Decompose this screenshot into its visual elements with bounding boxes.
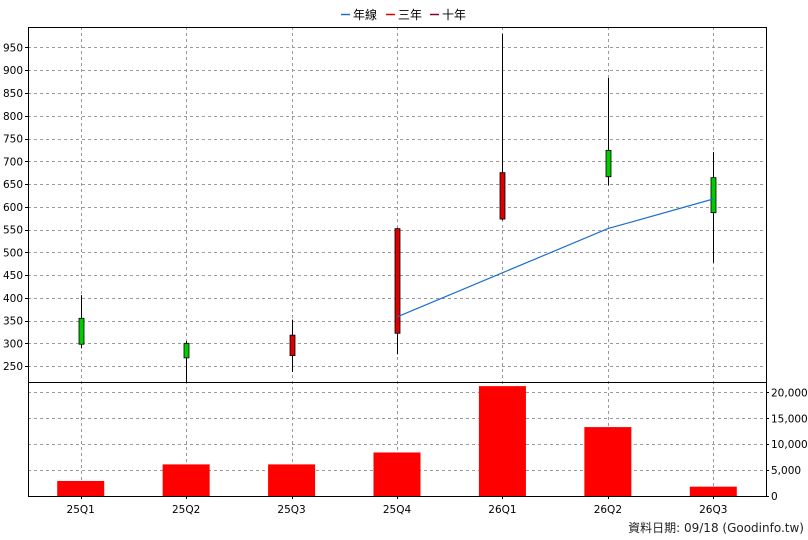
price-tick-label: 250 [3,361,23,373]
x-tick-label: 25Q3 [277,504,305,516]
volume-bar-25Q2 [162,464,210,496]
x-tick-label: 26Q3 [699,504,727,516]
x-tick-label: 26Q1 [488,504,516,516]
volume-bar-25Q1 [57,480,105,496]
price-axis: 250 300 350 400 450 500 550 600 650 700 750 800 850 9… [3,42,28,373]
x-tick-label: 25Q1 [67,504,95,516]
candle-body [710,177,717,214]
candle-body [78,317,85,345]
price-tick-label: 650 [3,179,23,191]
candle-25Q1 [78,295,85,349]
price-tick-label: 950 [3,42,23,54]
x-tick-label: 26Q2 [594,504,622,516]
volume-tick-label: 15,000 [771,413,808,425]
price-tick-label: 450 [3,270,23,282]
legend-label: 十年 [442,8,466,22]
volume-bar-26Q3 [689,486,737,496]
price-tick-label: 750 [3,134,23,146]
volume-bar-26Q2 [584,427,632,496]
candle-25Q3 [289,319,296,372]
volume-tick-label: 5,000 [771,465,801,477]
legend-label: 三年 [398,8,422,22]
candle-body [183,342,190,359]
price-tick-label: 300 [3,338,23,350]
x-tick-label: 25Q4 [383,504,412,516]
price-tick-label: 550 [3,225,23,237]
volume-axis: 0 5,000 10,000 15,000 20,000 [766,387,808,503]
legend: 年線 三年 十年 [341,7,466,22]
price-tick-label: 900 [3,65,23,77]
volume-bar-25Q4 [373,452,421,496]
year-line [396,198,714,318]
volume-bars [57,386,737,496]
price-tick-label: 700 [3,156,23,168]
legend-label: 年線 [353,7,377,22]
candle-25Q2 [183,341,190,383]
candle-26Q1 [499,33,506,221]
candle-body [499,172,506,220]
volume-bar-26Q1 [478,386,526,496]
price-tick-label: 400 [3,293,23,305]
volume-tick-label: 20,000 [771,387,808,399]
price-tick-label: 350 [3,316,23,328]
volume-bar-25Q3 [268,464,316,496]
source-note: 資料日期: 09/18 (Goodinfo.tw) [628,521,804,535]
candlesticks [78,33,717,383]
price-tick-label: 800 [3,111,23,123]
volume-tick-label: 10,000 [771,439,808,451]
price-tick-label: 600 [3,202,23,214]
price-tick-label: 850 [3,88,23,100]
candle-body [289,334,296,357]
candle-body [394,228,401,334]
candle-26Q2 [605,77,612,186]
candle-body [605,149,612,178]
price-tick-label: 500 [3,247,23,259]
x-axis: 25Q1 25Q2 25Q3 25Q4 26Q1 26Q2 26Q3 [67,496,727,516]
candle-26Q3 [710,152,717,263]
volume-tick-label: 0 [771,491,778,503]
x-tick-label: 25Q2 [172,504,200,516]
candle-25Q4 [394,227,401,355]
